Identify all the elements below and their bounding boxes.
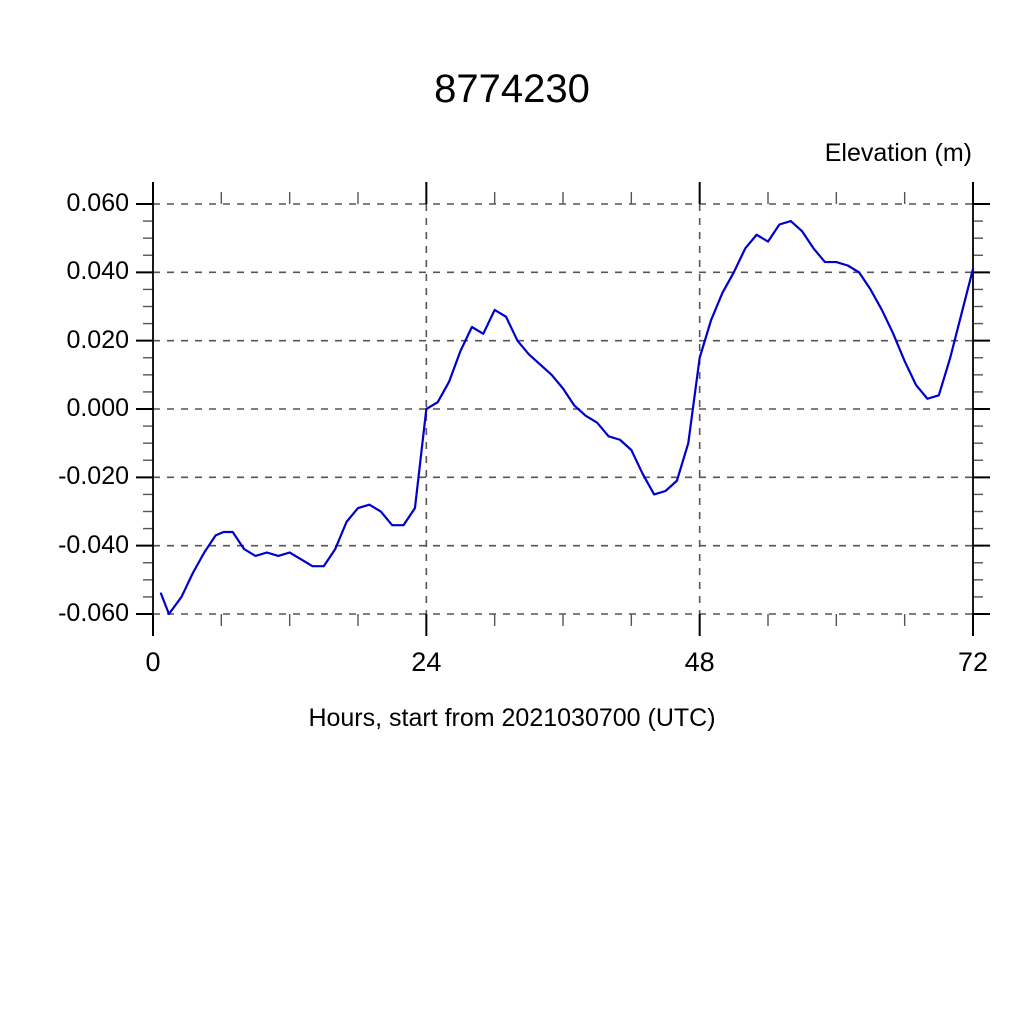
y-tick-label: 0.000 <box>66 394 129 422</box>
y-tick-label: 0.040 <box>66 257 129 286</box>
gridlines-group <box>153 203 973 615</box>
data-series-group <box>159 219 975 616</box>
ticks-group <box>136 182 990 636</box>
y-tick-label: 0.060 <box>66 189 129 217</box>
chart-title: 8774230 <box>434 67 590 111</box>
x-tick-label: 72 <box>957 647 989 677</box>
x-tick-label: 48 <box>684 647 715 677</box>
y-tick-label: -0.060 <box>58 599 129 627</box>
y-axis-label: Elevation (m) <box>824 139 972 167</box>
x-tick-label: 0 <box>145 647 161 677</box>
y-tick-label: 0.020 <box>66 325 129 354</box>
x-axis-label: Hours, start from 2021030700 (UTC) <box>308 704 716 732</box>
y-tick-label: -0.020 <box>58 462 129 491</box>
data-line-0 <box>159 219 975 616</box>
y-tick-label: -0.040 <box>58 530 129 559</box>
x-tick-label: 24 <box>411 647 442 677</box>
